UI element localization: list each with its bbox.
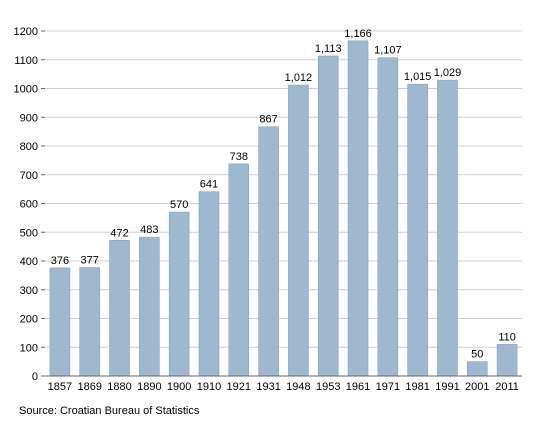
- y-tick-label: 300: [20, 285, 38, 297]
- y-tick-label: 800: [20, 141, 38, 153]
- x-axis-ticks: 1857 1869 1880 1890 1900 1910 1921 1931 1948 1953…: [48, 381, 519, 393]
- value-label-1971: 1,107: [374, 45, 402, 57]
- bar-1869: [79, 267, 101, 377]
- y-tick-label: 1200: [14, 26, 38, 38]
- value-label-1857: 376: [51, 255, 69, 267]
- bar-2001: [466, 361, 488, 377]
- bar-1953: [317, 55, 339, 377]
- value-label-1921: 738: [230, 151, 248, 163]
- bar-1910: [198, 191, 220, 377]
- x-tick-label-1921: 1921: [227, 381, 251, 393]
- x-tick-label-1961: 1961: [346, 381, 370, 393]
- value-label-1961: 1,166: [344, 28, 372, 40]
- value-label-1948: 1,012: [285, 72, 313, 84]
- bar-1948: [288, 84, 309, 377]
- y-tick-label: 100: [20, 342, 38, 354]
- y-axis-ticks: 0 100 200 300 400 500 600 700 800 900 1000 1100 1200: [14, 26, 45, 383]
- x-tick-label-1948: 1948: [286, 381, 310, 393]
- bar-1981: [407, 83, 428, 377]
- x-tick-label-2011: 2011: [495, 381, 519, 393]
- value-label-1991: 1,029: [434, 67, 462, 79]
- source-note: Source: Croatian Bureau of Statistics: [19, 405, 200, 417]
- x-tick-label-1890: 1890: [137, 381, 161, 393]
- y-tick-label: 1000: [14, 84, 38, 96]
- x-tick-label-1971: 1971: [376, 381, 400, 393]
- value-label-1880: 472: [110, 227, 128, 239]
- y-tick-label: 700: [20, 170, 38, 182]
- x-tick-label-1900: 1900: [167, 381, 191, 393]
- bars: [49, 40, 518, 377]
- x-tick-label-1910: 1910: [197, 381, 221, 393]
- y-tick-label: 0: [32, 371, 38, 383]
- x-tick-label-2001: 2001: [465, 381, 489, 393]
- x-tick-label-1880: 1880: [107, 381, 131, 393]
- y-tick-label: 900: [20, 112, 38, 124]
- value-label-1890: 483: [140, 224, 158, 236]
- x-tick-label-1991: 1991: [435, 381, 459, 393]
- y-tick-label: 1100: [14, 55, 38, 67]
- y-tick-label: 200: [20, 314, 38, 326]
- value-label-2001: 50: [471, 349, 483, 361]
- x-tick-label-1953: 1953: [316, 381, 340, 393]
- bar-1931: [258, 126, 279, 377]
- bar-1971: [377, 57, 399, 377]
- value-label-1910: 641: [200, 179, 218, 191]
- x-tick-label-1931: 1931: [256, 381, 280, 393]
- x-tick-label-1857: 1857: [48, 381, 72, 393]
- bar-1921: [228, 163, 250, 377]
- x-tick-label-1981: 1981: [405, 381, 429, 393]
- bar-1900: [168, 211, 190, 377]
- bar-1961: [347, 40, 369, 377]
- bar-1890: [139, 236, 160, 377]
- y-tick-label: 600: [20, 199, 38, 211]
- bar-1991: [437, 79, 458, 377]
- value-label-1953: 1,113: [315, 43, 342, 55]
- y-tick-label: 400: [20, 256, 38, 268]
- x-tick-label-1869: 1869: [77, 381, 101, 393]
- value-label-1981: 1,015: [404, 71, 432, 83]
- bar-1857: [49, 267, 71, 377]
- value-label-1900: 570: [170, 199, 188, 211]
- value-label-1869: 377: [81, 255, 99, 267]
- bar-1880: [109, 240, 130, 377]
- bar-2011: [496, 344, 518, 377]
- y-tick-label: 500: [20, 227, 38, 239]
- value-label-2011: 110: [498, 331, 516, 343]
- value-label-1931: 867: [259, 114, 277, 126]
